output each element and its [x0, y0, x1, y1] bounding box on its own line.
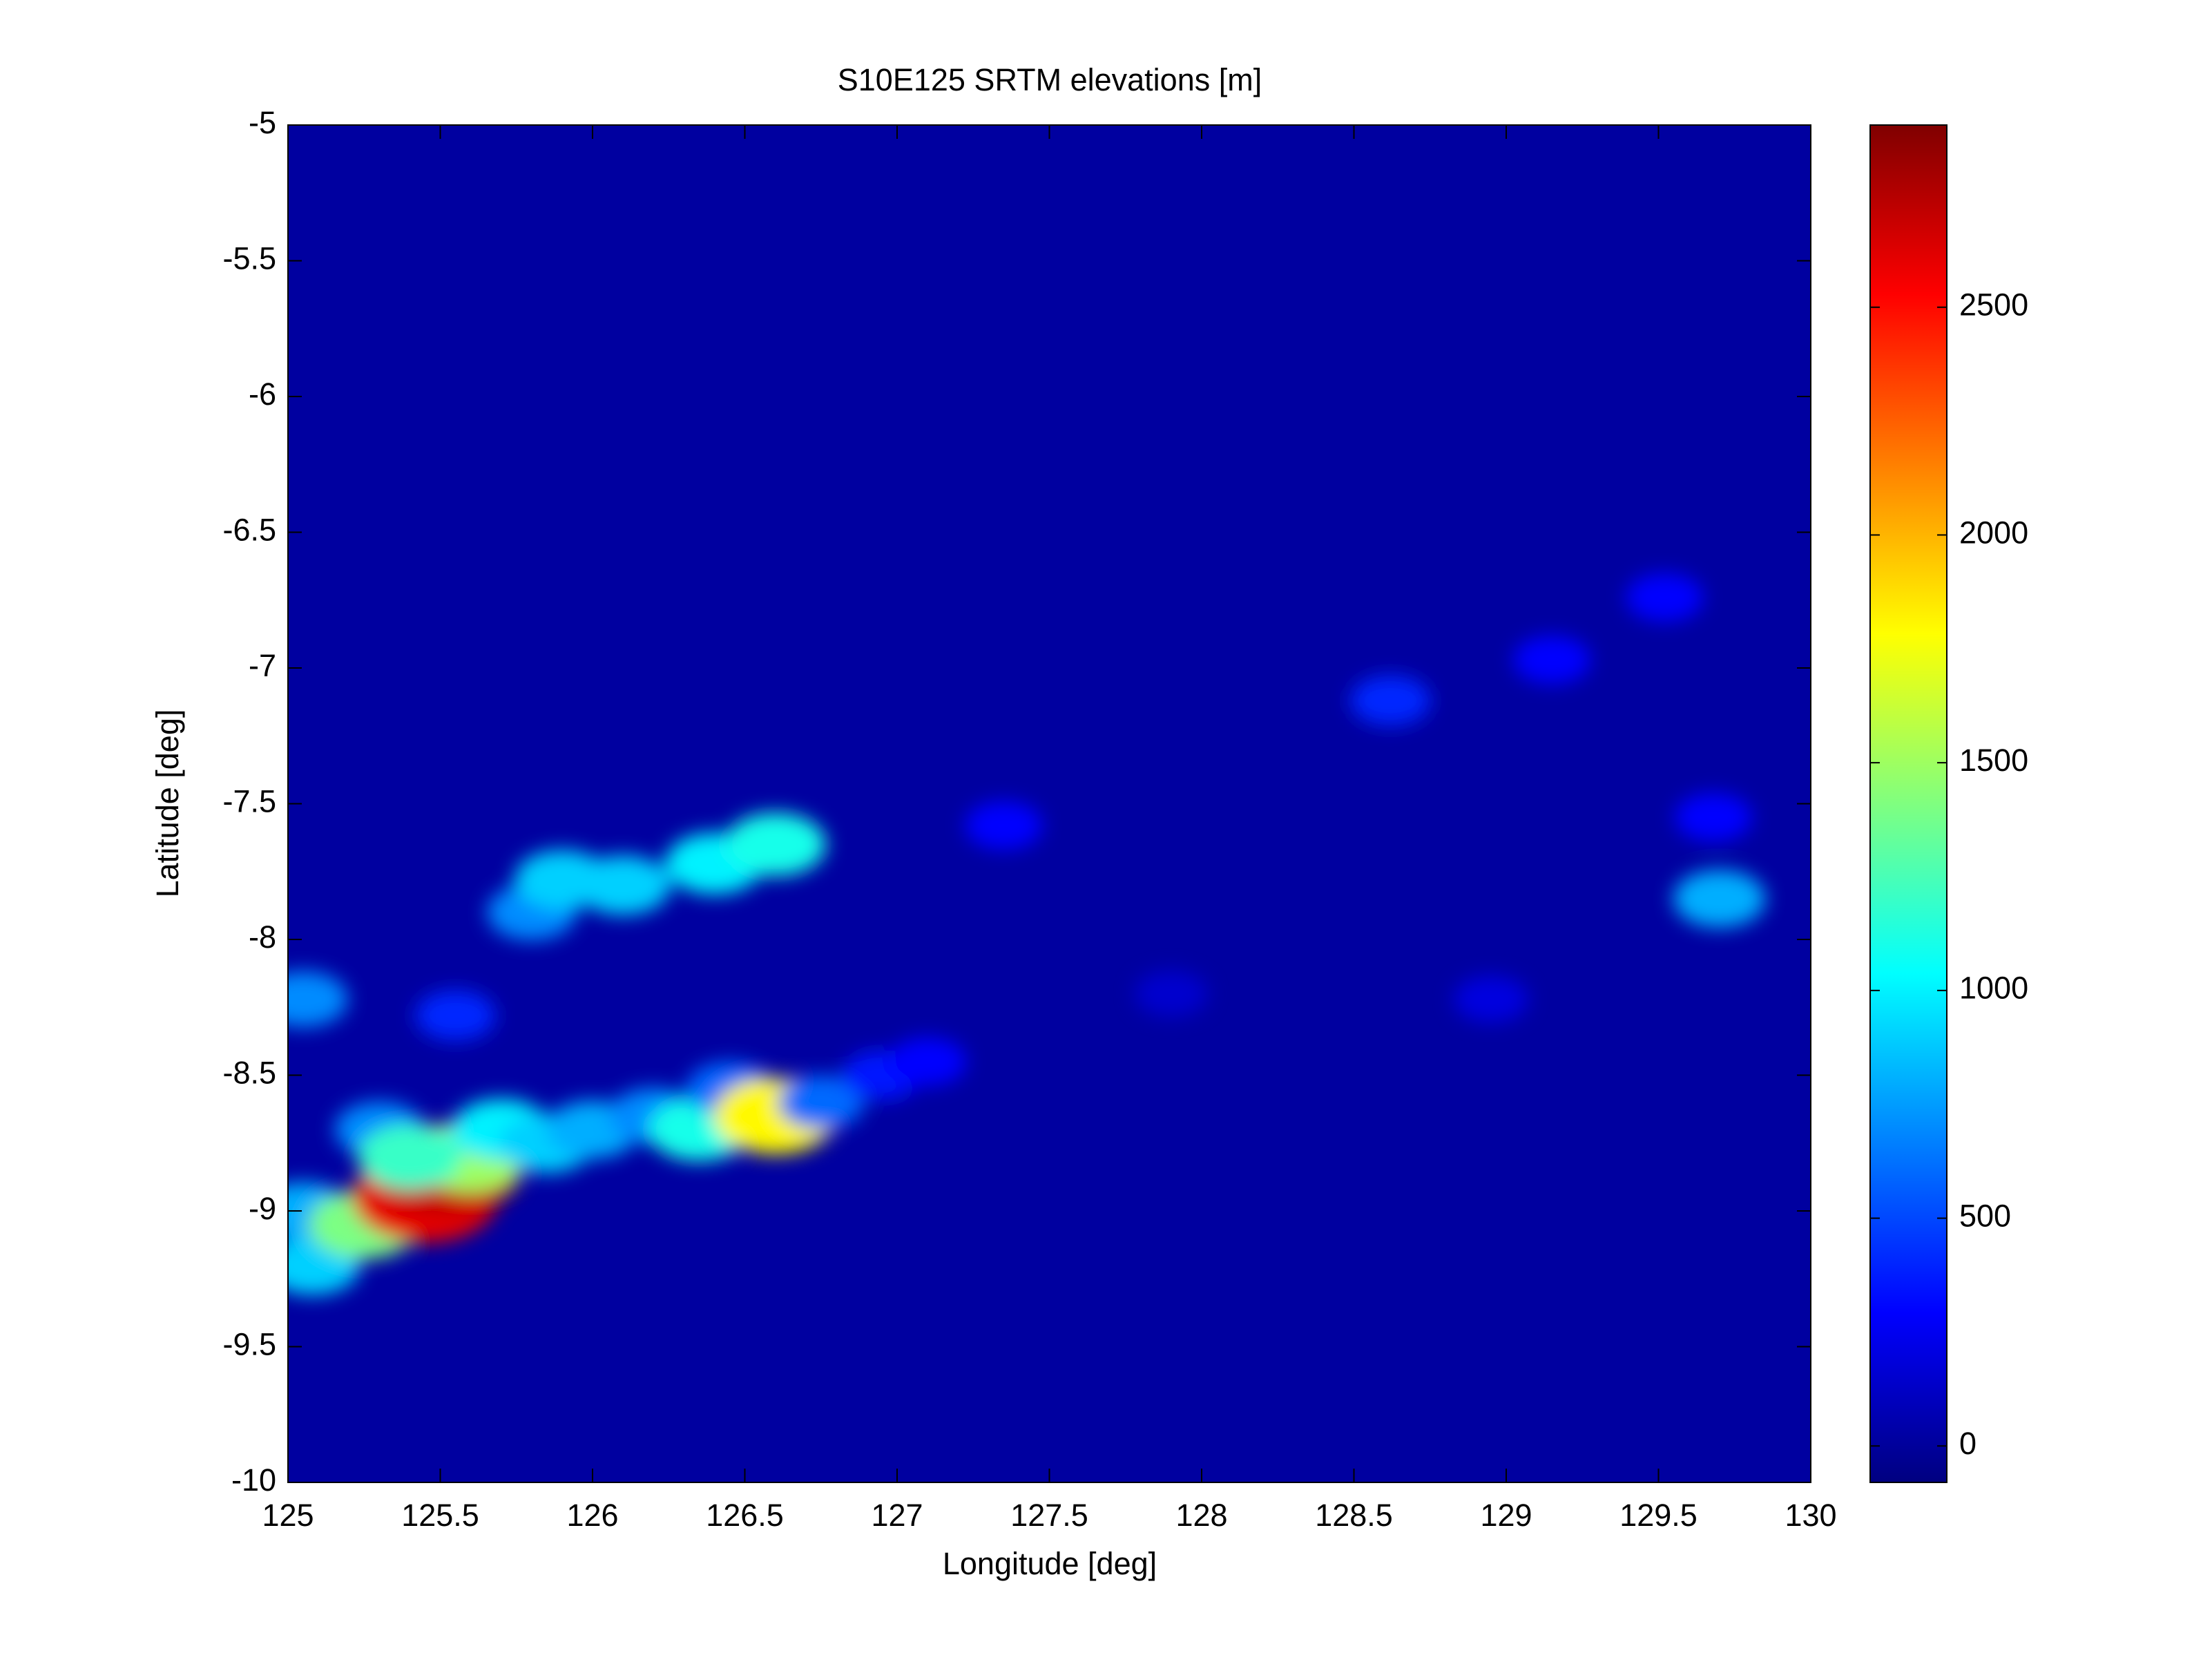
- x-tick-label: 125: [262, 1498, 314, 1533]
- elevation-cell: [415, 990, 496, 1041]
- y-tick-label: -8.5: [222, 1055, 276, 1090]
- y-tick-label: -6: [249, 376, 276, 412]
- y-tick-label: -6.5: [222, 512, 276, 547]
- elevation-cell: [357, 1124, 462, 1190]
- elevation-cell: [1673, 870, 1766, 928]
- elevation-cell: [888, 1037, 967, 1086]
- x-tick-label: 127: [871, 1498, 923, 1533]
- elevation-cell: [1350, 675, 1431, 726]
- elevation-cell: [724, 812, 826, 877]
- colorbar-tick-label: 2500: [1959, 287, 2028, 323]
- elevation-cell: [1453, 975, 1528, 1023]
- x-tick-label: 125.5: [401, 1498, 479, 1533]
- x-tick-label: 128: [1175, 1498, 1227, 1533]
- x-tick-label: 130: [1785, 1498, 1836, 1533]
- elevation-cell: [575, 855, 671, 915]
- x-tick-label: 127.5: [1010, 1498, 1088, 1533]
- x-tick-label: 126: [566, 1498, 618, 1533]
- x-tick-label: 128.5: [1315, 1498, 1393, 1533]
- colorbar-tick-label: 0: [1959, 1426, 1977, 1461]
- chart-title: S10E125 SRTM elevations [m]: [838, 62, 1262, 97]
- plot-area: [288, 125, 1811, 1482]
- x-tick-label: 129: [1480, 1498, 1532, 1533]
- elevation-cell: [288, 971, 348, 1027]
- elevation-cell: [1134, 971, 1208, 1017]
- elevation-cell: [1674, 793, 1753, 842]
- elevation-cell: [778, 1075, 865, 1129]
- y-tick-label: -8: [249, 919, 276, 955]
- y-tick-label: -9: [249, 1191, 276, 1226]
- elevation-cell: [1512, 636, 1591, 685]
- x-tick-label: 126.5: [706, 1498, 784, 1533]
- y-tick-label: -9.5: [222, 1326, 276, 1362]
- elevation-cell: [1626, 573, 1704, 622]
- colorbar: [1869, 124, 1947, 1483]
- colorbar-tick-label: 2000: [1959, 515, 2028, 550]
- y-tick-label: -7.5: [222, 783, 276, 819]
- colorbar-tick-label: 500: [1959, 1198, 2011, 1233]
- elevation-layer: [288, 573, 1766, 1295]
- y-axis-label: Latitude [deg]: [150, 709, 185, 898]
- y-tick-label: -5.5: [222, 240, 276, 276]
- y-tick-label: -7: [249, 648, 276, 683]
- elevation-cell: [965, 801, 1043, 850]
- colorbar-tick-label: 1000: [1959, 971, 2028, 1006]
- colorbar-tick-label: 1500: [1959, 743, 2028, 778]
- x-tick-label: 129.5: [1619, 1498, 1698, 1533]
- y-tick-label: -5: [249, 105, 276, 140]
- x-axis-label: Longitude [deg]: [943, 1546, 1157, 1581]
- y-tick-label: -10: [231, 1462, 276, 1498]
